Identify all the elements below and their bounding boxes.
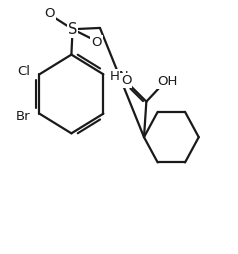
Text: OH: OH xyxy=(158,75,178,88)
Text: Br: Br xyxy=(15,110,30,123)
Text: Cl: Cl xyxy=(17,65,30,78)
Text: O: O xyxy=(91,36,102,49)
Text: HN: HN xyxy=(110,70,129,83)
Text: O: O xyxy=(45,7,55,20)
Text: S: S xyxy=(68,22,77,37)
Text: O: O xyxy=(121,74,131,87)
